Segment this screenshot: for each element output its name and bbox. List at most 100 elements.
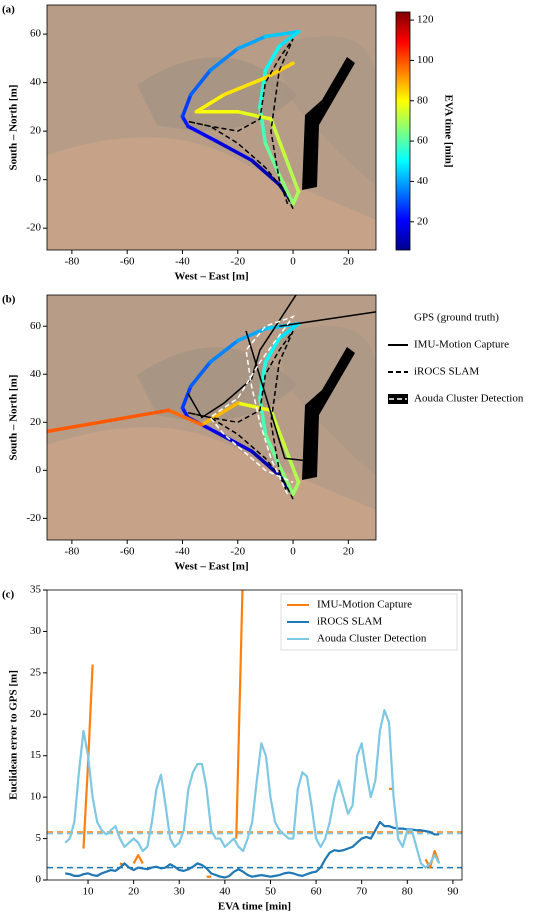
- y-tick-label: -20: [26, 222, 41, 234]
- panel-label: (a): [2, 4, 15, 16]
- y-axis-title: South – North [m]: [8, 375, 20, 461]
- trajectory: [187, 38, 294, 210]
- trajectory: [245, 330, 307, 462]
- plot-frame: [46, 589, 463, 881]
- x-tick-label: -20: [230, 256, 245, 268]
- series-line: [64, 709, 441, 869]
- panel-label: (b): [2, 294, 16, 306]
- x-tick-label: 90: [447, 886, 459, 898]
- legend-label: IMU-Motion Capture: [317, 599, 412, 611]
- trajectory-segment: [222, 76, 268, 97]
- colorbar-tick-label: 60: [417, 135, 429, 147]
- x-tick-label: 0: [290, 546, 296, 558]
- trajectory-segment: [236, 34, 268, 51]
- series-line: [132, 854, 144, 864]
- x-axis-title: West – East [m]: [174, 271, 248, 283]
- map-structure: [302, 347, 355, 480]
- trajectory-segment: [283, 444, 301, 485]
- y-tick-label: 35: [30, 584, 42, 596]
- trajectory-segment: [277, 173, 295, 206]
- trajectory-segment: [213, 139, 254, 162]
- colorbar-tick-label: 80: [417, 94, 429, 106]
- x-axis-title: EVA time [min]: [218, 901, 291, 913]
- legend-label: Aouda Cluster Detection: [414, 393, 524, 405]
- trajectory-segment: [189, 360, 212, 389]
- x-tick-label: -80: [65, 256, 80, 268]
- y-tick-label: 0: [36, 464, 42, 476]
- trajectory-segment: [263, 29, 301, 39]
- trajectory-segment: [263, 44, 281, 73]
- x-axis-title: West – East [m]: [174, 561, 248, 573]
- y-tick-label: 5: [36, 832, 42, 844]
- x-tick-label: -80: [65, 546, 80, 558]
- map-structure: [302, 57, 355, 190]
- trajectory-segment: [269, 117, 287, 158]
- trajectory-segment: [249, 158, 281, 187]
- trajectory-segment: [263, 432, 281, 468]
- y-tick-label: 0: [36, 173, 42, 185]
- x-tick-label: 60: [311, 886, 323, 898]
- trajectory-segment: [47, 408, 171, 434]
- y-tick-label: 25: [30, 666, 42, 678]
- y-tick-label: 0: [36, 874, 42, 886]
- trajectory-segment: [200, 401, 240, 427]
- trajectory-segment: [263, 336, 281, 365]
- trajectory-segment: [249, 449, 281, 477]
- colorbar-title: EVA time [min]: [442, 94, 454, 167]
- x-tick-label: 10: [83, 886, 95, 898]
- plot-frame: [46, 294, 377, 541]
- y-tick-label: 60: [30, 320, 42, 332]
- trajectory-segment: [277, 322, 301, 340]
- trajectory-segment: [180, 93, 193, 119]
- x-tick-label: -40: [175, 546, 190, 558]
- x-tick-label: -40: [175, 256, 190, 268]
- x-tick-label: -60: [120, 546, 135, 558]
- panel-label: (c): [2, 589, 15, 601]
- trajectory-segment: [180, 406, 190, 420]
- trajectory-segment: [291, 190, 301, 206]
- trajectory-segment: [180, 114, 190, 129]
- trajectory-segment: [258, 105, 268, 146]
- legend-label: GPS (ground truth): [414, 312, 499, 324]
- plot-frame: [46, 4, 377, 251]
- colorbar-tick-label: 40: [417, 175, 429, 187]
- colorbar-tick-label: 120: [417, 14, 434, 26]
- legend-label: IMU-Motion Capture: [414, 339, 509, 351]
- trajectory-segment: [189, 68, 212, 97]
- plot-area: [47, 295, 376, 540]
- y-tick-label: 40: [30, 368, 42, 380]
- legend-box: [280, 593, 458, 651]
- plot-area: [47, 590, 462, 879]
- trajectory: [187, 295, 297, 419]
- y-tick-label: 30: [30, 625, 42, 637]
- trajectory-segment: [258, 360, 268, 401]
- series-line: [65, 820, 440, 879]
- trajectory-segment: [283, 153, 301, 194]
- y-tick-label: 10: [30, 791, 42, 803]
- trajectory: [279, 311, 376, 327]
- map-terrain: [47, 427, 376, 540]
- trajectory-segment: [291, 480, 301, 497]
- trajectory-segment: [236, 109, 273, 121]
- colorbar-tick-label: 20: [417, 215, 429, 227]
- trajectory-segment: [186, 124, 218, 143]
- legend-label: iROCS SLAM: [317, 616, 382, 628]
- map-terrain: [47, 137, 376, 250]
- series-line: [235, 590, 244, 839]
- x-tick-label: 20: [343, 256, 355, 268]
- colorbar-tick-label: 100: [417, 54, 434, 66]
- y-axis-title: Euclidean error to GPS [m]: [8, 670, 20, 800]
- y-tick-label: 40: [30, 76, 42, 88]
- legend-label: iROCS SLAM: [414, 366, 479, 378]
- trajectory-segment: [236, 401, 273, 413]
- x-tick-label: 20: [128, 886, 140, 898]
- legend-label: Aouda Cluster Detection: [317, 633, 427, 645]
- y-axis-title: South – North [m]: [8, 85, 20, 171]
- map-terrain: [137, 57, 297, 131]
- x-tick-label: 40: [219, 886, 231, 898]
- x-tick-label: -60: [120, 256, 135, 268]
- y-tick-label: -20: [26, 512, 41, 524]
- colorbar: [395, 11, 411, 251]
